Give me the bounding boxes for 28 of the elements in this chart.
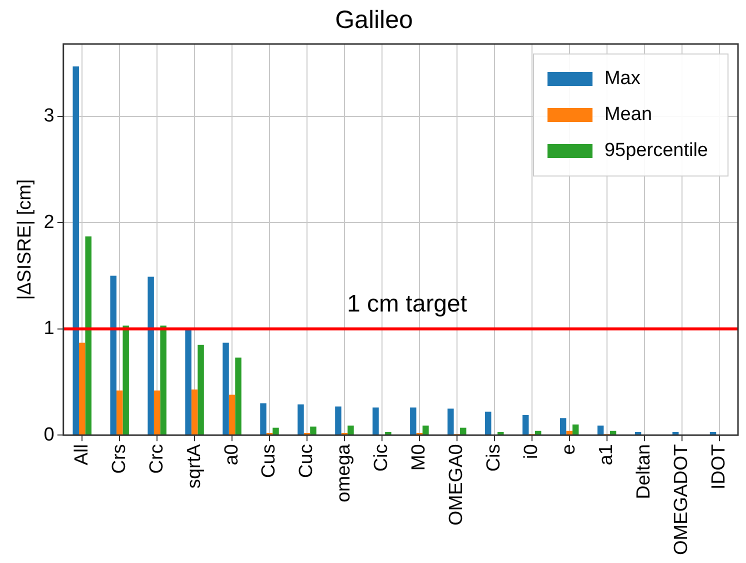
legend-label: Max (604, 68, 641, 90)
x-tick-label: OMEGADOT (671, 444, 692, 556)
y-axis-title: |ΔSISRE| [cm] (14, 179, 36, 300)
x-tick-label: Crc (146, 444, 168, 474)
y-tick-label: 1 (44, 318, 54, 340)
x-tick-label: e (558, 444, 580, 455)
x-tick-label: Deltan (634, 444, 655, 500)
x-tick-label: Crs (108, 444, 130, 474)
x-tick-label: Cuc (296, 444, 318, 478)
x-tick-label: Cis (484, 444, 505, 472)
x-tick-label: Cic (371, 444, 392, 472)
x-tick-label: i0 (521, 444, 542, 459)
x-tick-label: IDOT (708, 444, 730, 490)
x-tick-label: Cus (258, 444, 280, 478)
x-tick-label: a1 (596, 444, 618, 466)
ref-line-label: 1 cm target (347, 290, 468, 318)
x-tick-label: All (71, 444, 92, 466)
legend-label: 95percentile (604, 140, 708, 162)
x-tick-label: sqrtA (184, 444, 205, 489)
x-tick-label: omega (334, 444, 355, 502)
x-tick-label: a0 (221, 444, 242, 466)
y-tick-label: 0 (44, 424, 54, 446)
chart-title: Galileo (335, 6, 413, 34)
legend-label: Mean (604, 104, 652, 126)
x-tick-label: M0 (408, 444, 430, 471)
x-tick-label: OMEGA0 (446, 444, 468, 526)
y-tick-label: 3 (44, 106, 54, 127)
y-tick-label: 2 (44, 212, 54, 233)
